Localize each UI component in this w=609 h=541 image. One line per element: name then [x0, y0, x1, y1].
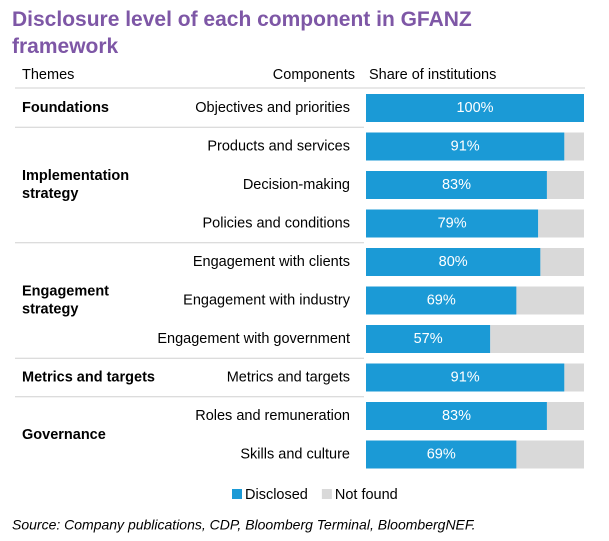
value-label: 91% — [451, 138, 480, 154]
theme-label: Engagement strategy — [22, 283, 113, 317]
column-header: Share of institutions — [369, 67, 496, 83]
theme-label: Foundations — [22, 100, 109, 116]
component-label: Products and services — [207, 138, 350, 154]
legend-swatch — [232, 489, 242, 499]
bar-segment — [366, 286, 517, 315]
bar-segment — [366, 440, 517, 469]
component-label: Skills and culture — [240, 446, 350, 462]
component-label: Roles and remuneration — [195, 408, 350, 424]
column-header: Themes — [22, 67, 74, 83]
bar-segment — [366, 402, 547, 430]
component-label: Decision-making — [243, 177, 350, 193]
bar-segment — [366, 363, 565, 392]
bar-segment — [366, 248, 541, 276]
legend-label: Not found — [335, 487, 398, 503]
value-label: 83% — [442, 408, 471, 424]
component-label: Engagement with clients — [193, 254, 350, 270]
component-label: Policies and conditions — [202, 215, 350, 231]
column-header: Components — [273, 67, 355, 83]
bar-segment — [366, 132, 565, 161]
bar-segment — [366, 94, 584, 122]
theme-label: Governance — [22, 427, 106, 443]
value-label: 100% — [456, 100, 493, 116]
value-label: 83% — [442, 177, 471, 193]
bar-segment — [516, 440, 584, 469]
source: Source: Company publications, CDP, Bloom… — [12, 517, 476, 533]
bar-segment — [540, 248, 584, 276]
bar-segment — [546, 171, 584, 199]
bar-segment — [516, 286, 584, 315]
bar-segment — [366, 325, 491, 353]
component-label: Metrics and targets — [227, 369, 350, 385]
component-label: Engagement with government — [157, 331, 350, 347]
value-label: 91% — [451, 369, 480, 385]
theme-label: Implementation strategy — [22, 168, 133, 202]
bar-segment — [366, 171, 547, 199]
value-label: 57% — [414, 331, 443, 347]
bar-segment — [564, 132, 584, 161]
component-label: Objectives and priorities — [195, 100, 350, 116]
bar-segment — [546, 402, 584, 430]
bar-segment — [366, 209, 539, 238]
chart-title: Disclosure level of each component in GF… — [12, 8, 478, 58]
value-label: 69% — [427, 292, 456, 308]
value-label: 80% — [439, 254, 468, 270]
value-label: 69% — [427, 446, 456, 462]
bar-segment — [538, 209, 584, 238]
bar-segment — [564, 363, 584, 392]
legend-label: Disclosed — [245, 487, 308, 503]
theme-label: Metrics and targets — [22, 369, 155, 385]
bar-segment — [490, 325, 584, 353]
component-label: Engagement with industry — [183, 292, 351, 308]
value-label: 79% — [438, 215, 467, 231]
legend-swatch — [321, 489, 332, 499]
